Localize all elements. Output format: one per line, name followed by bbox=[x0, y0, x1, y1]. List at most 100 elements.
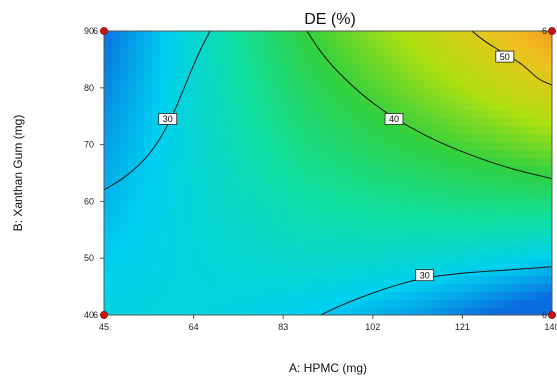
heat-cell bbox=[536, 259, 545, 269]
heat-cell bbox=[232, 291, 241, 300]
heat-cell bbox=[424, 291, 433, 300]
heat-cell bbox=[464, 307, 473, 315]
heat-cell bbox=[360, 188, 369, 198]
heat-cell bbox=[536, 157, 545, 166]
heat-cell bbox=[336, 141, 345, 150]
heat-cell bbox=[544, 117, 552, 127]
heat-cell bbox=[312, 204, 321, 214]
heat-cell bbox=[136, 117, 145, 127]
heat-cell bbox=[520, 267, 529, 277]
contour-line-30 bbox=[104, 31, 211, 191]
heat-cell bbox=[480, 291, 489, 300]
heat-cell bbox=[256, 149, 265, 158]
heat-cell bbox=[104, 149, 113, 158]
heat-cell bbox=[288, 70, 297, 79]
heat-cell bbox=[504, 173, 513, 182]
heat-cell bbox=[376, 102, 385, 111]
heat-cell bbox=[544, 38, 552, 48]
heat-cell bbox=[472, 70, 481, 79]
heat-cell bbox=[248, 173, 257, 182]
heat-cell bbox=[408, 236, 417, 245]
heat-cell bbox=[272, 244, 281, 253]
heat-cell bbox=[240, 267, 249, 277]
heat-cell bbox=[144, 283, 153, 292]
heat-cell bbox=[360, 291, 369, 300]
heat-cell bbox=[264, 157, 273, 166]
heat-cell bbox=[200, 62, 209, 72]
heat-cell bbox=[128, 54, 137, 64]
heat-cell bbox=[176, 188, 185, 198]
heat-cell bbox=[536, 275, 545, 285]
heat-cell bbox=[392, 86, 401, 95]
heat-cell bbox=[464, 236, 473, 245]
heat-cell bbox=[160, 291, 169, 300]
heat-cell bbox=[104, 212, 113, 221]
heat-cell bbox=[248, 54, 257, 64]
heat-cell bbox=[344, 141, 353, 150]
heat-cell bbox=[272, 141, 281, 150]
heat-cell bbox=[152, 212, 161, 221]
heat-cell bbox=[440, 54, 449, 64]
heat-cell bbox=[312, 70, 321, 79]
heat-cell bbox=[416, 299, 425, 308]
heat-cell bbox=[360, 165, 369, 174]
heat-cell bbox=[288, 173, 297, 182]
heat-cell bbox=[232, 62, 241, 72]
heat-cell bbox=[232, 165, 241, 174]
heat-cell bbox=[248, 46, 257, 56]
heat-cell bbox=[168, 228, 177, 237]
heat-cell bbox=[304, 228, 313, 237]
heat-cell bbox=[488, 283, 497, 292]
heat-cell bbox=[120, 180, 129, 190]
heat-cell bbox=[184, 188, 193, 198]
heat-cell bbox=[448, 212, 457, 221]
contour-label-box bbox=[158, 113, 178, 125]
heat-cell bbox=[256, 133, 265, 143]
heat-cell bbox=[472, 228, 481, 237]
heat-cell bbox=[216, 133, 225, 143]
heat-cell bbox=[400, 267, 409, 277]
heat-cell bbox=[488, 299, 497, 308]
heat-cell bbox=[544, 141, 552, 150]
heat-cell bbox=[360, 38, 369, 48]
heat-cell bbox=[208, 70, 217, 79]
heat-cell bbox=[336, 173, 345, 182]
heat-cell bbox=[120, 165, 129, 174]
heat-cell bbox=[248, 220, 257, 229]
heat-cell bbox=[208, 141, 217, 150]
heat-cell bbox=[192, 109, 201, 119]
heat-cell bbox=[488, 220, 497, 229]
heat-cell bbox=[104, 283, 113, 292]
heat-cell bbox=[448, 117, 457, 127]
heat-cell bbox=[528, 173, 537, 182]
heat-cell bbox=[424, 204, 433, 214]
heat-cell bbox=[448, 236, 457, 245]
heat-cell bbox=[472, 94, 481, 103]
heat-cell bbox=[320, 125, 329, 135]
heat-cell bbox=[176, 102, 185, 111]
heat-cell bbox=[112, 38, 121, 48]
heat-cell bbox=[336, 299, 345, 308]
heat-cell bbox=[320, 196, 329, 206]
heat-cell bbox=[256, 267, 265, 277]
heat-cell bbox=[384, 196, 393, 206]
heat-cell bbox=[416, 157, 425, 166]
heat-cell bbox=[184, 70, 193, 79]
heat-cell bbox=[440, 259, 449, 269]
heat-cell bbox=[168, 307, 177, 315]
heat-cell bbox=[296, 228, 305, 237]
heat-cell bbox=[192, 38, 201, 48]
heat-cell bbox=[240, 86, 249, 95]
heat-cell bbox=[512, 236, 521, 245]
heat-cell bbox=[104, 188, 113, 198]
heat-cell bbox=[200, 259, 209, 269]
heat-cell bbox=[400, 180, 409, 190]
heat-cell bbox=[520, 259, 529, 269]
heat-cell bbox=[248, 38, 257, 48]
heat-cell bbox=[104, 125, 113, 135]
heat-cell bbox=[416, 283, 425, 292]
heat-cell bbox=[288, 149, 297, 158]
heat-cell bbox=[352, 291, 361, 300]
heat-cell bbox=[528, 236, 537, 245]
heat-cell bbox=[376, 31, 385, 40]
